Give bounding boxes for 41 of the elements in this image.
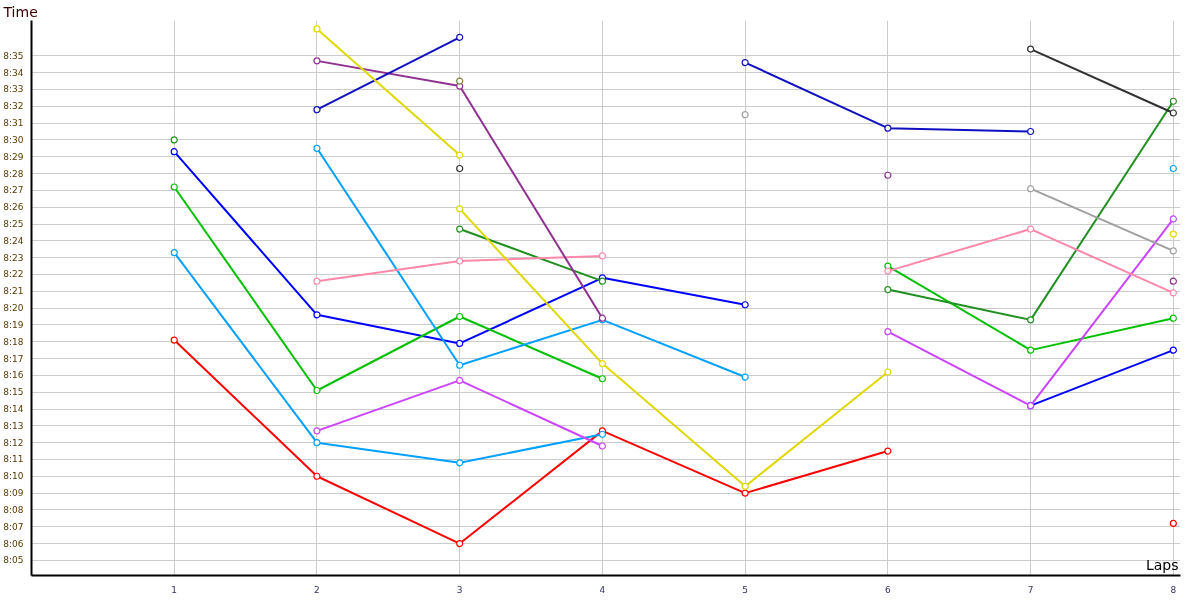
x-axis-title: Laps (1145, 556, 1179, 573)
y-tick-label: 8:29 (3, 151, 24, 162)
x-tick-label: 3 (456, 584, 463, 595)
y-tick-label: 8:22 (3, 269, 24, 280)
y-tick-label: 8:16 (3, 370, 24, 381)
y-tick-label: 8:20 (3, 303, 24, 314)
x-tick-label: 8 (1170, 584, 1177, 595)
y-tick-label: 8:31 (3, 118, 24, 129)
y-tick-label: 8:24 (3, 235, 24, 246)
y-tick-label: 8:11 (3, 454, 24, 465)
x-tick-label: 1 (171, 584, 178, 595)
y-tick-label: 8:28 (3, 168, 24, 179)
y-tick-label: 8:25 (3, 219, 24, 229)
y-tick-label: 8:14 (3, 404, 24, 414)
y-tick-label: 8:08 (3, 504, 24, 515)
y-tick-label: 8:15 (3, 387, 24, 398)
y-tick-label: 8:06 (3, 538, 24, 549)
y-tick-label: 8:35 (3, 50, 24, 61)
x-tick-label: 5 (742, 584, 749, 595)
y-tick-label: 8:33 (3, 84, 24, 95)
y-tick-label: 8:13 (3, 420, 24, 431)
y-tick-label: 8:21 (3, 286, 24, 297)
x-tick-label: 2 (314, 584, 320, 595)
y-tick-label: 8:17 (3, 353, 24, 364)
y-tick-label: 8:05 (3, 555, 24, 566)
y-tick-label: 8:10 (3, 471, 24, 482)
x-tick-label: 4 (599, 584, 606, 595)
y-tick-label: 8:12 (3, 437, 24, 448)
y-tick-label: 8:23 (3, 252, 24, 263)
y-tick-label: 8:07 (3, 521, 24, 532)
y-tick-label: 8:18 (3, 336, 24, 347)
y-tick-label: 8:34 (3, 67, 24, 78)
y-tick-label: 8:19 (3, 319, 24, 330)
y-axis-title: Time (2, 3, 38, 20)
y-tick-label: 8:09 (3, 488, 24, 499)
y-tick-label: 8:26 (3, 202, 24, 213)
y-tick-label: 8:32 (3, 101, 24, 112)
y-tick-label: 8:30 (3, 134, 24, 145)
y-tick-label: 8:27 (3, 185, 24, 196)
x-tick-label: 7 (1027, 584, 1034, 595)
x-tick-label: 6 (885, 584, 892, 595)
